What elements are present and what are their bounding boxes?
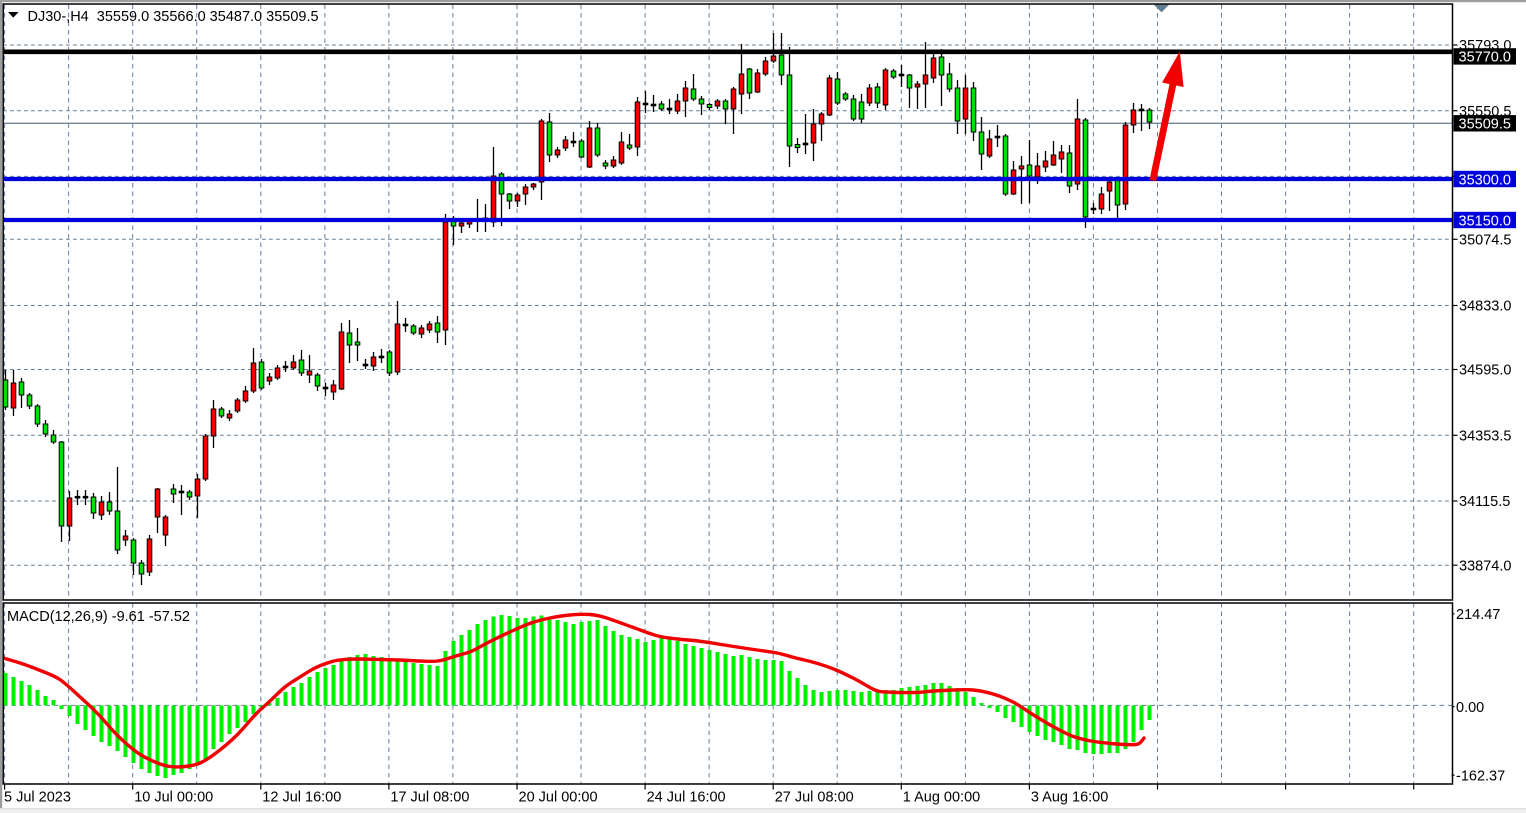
svg-text:17 Jul 08:00: 17 Jul 08:00 bbox=[390, 789, 469, 805]
svg-text:35150.0: 35150.0 bbox=[1459, 213, 1511, 229]
svg-text:20 Jul 00:00: 20 Jul 00:00 bbox=[519, 789, 598, 805]
svg-text:35509.5: 35509.5 bbox=[1459, 117, 1511, 133]
svg-text:34115.5: 34115.5 bbox=[1459, 494, 1510, 510]
svg-text:1 Aug 00:00: 1 Aug 00:00 bbox=[903, 789, 980, 805]
svg-text:MACD(12,26,9) -9.61 -57.52: MACD(12,26,9) -9.61 -57.52 bbox=[7, 609, 190, 625]
svg-text:34353.5: 34353.5 bbox=[1459, 429, 1511, 445]
svg-text:34595.0: 34595.0 bbox=[1459, 363, 1511, 379]
svg-text:24 Jul 16:00: 24 Jul 16:00 bbox=[647, 789, 726, 805]
svg-text:35074.5: 35074.5 bbox=[1459, 233, 1511, 249]
svg-text:DJ30-,H4 35559.0 35566.0 3548: DJ30-,H4 35559.0 35566.0 35487.0 35509.5 bbox=[28, 9, 319, 25]
svg-text:5 Jul 2023: 5 Jul 2023 bbox=[4, 789, 71, 805]
svg-text:214.47: 214.47 bbox=[1456, 607, 1500, 623]
svg-text:3 Aug 16:00: 3 Aug 16:00 bbox=[1031, 789, 1108, 805]
svg-text:10 Jul 00:00: 10 Jul 00:00 bbox=[134, 789, 213, 805]
svg-text:12 Jul 16:00: 12 Jul 16:00 bbox=[262, 789, 341, 805]
svg-text:35770.0: 35770.0 bbox=[1459, 50, 1511, 66]
svg-text:35300.0: 35300.0 bbox=[1459, 172, 1511, 188]
svg-text:-162.37: -162.37 bbox=[1456, 768, 1505, 784]
svg-text:33874.0: 33874.0 bbox=[1459, 558, 1511, 574]
svg-text:27 Jul 08:00: 27 Jul 08:00 bbox=[775, 789, 854, 805]
svg-text:0.00: 0.00 bbox=[1456, 700, 1484, 716]
svg-text:34833.0: 34833.0 bbox=[1459, 299, 1511, 315]
